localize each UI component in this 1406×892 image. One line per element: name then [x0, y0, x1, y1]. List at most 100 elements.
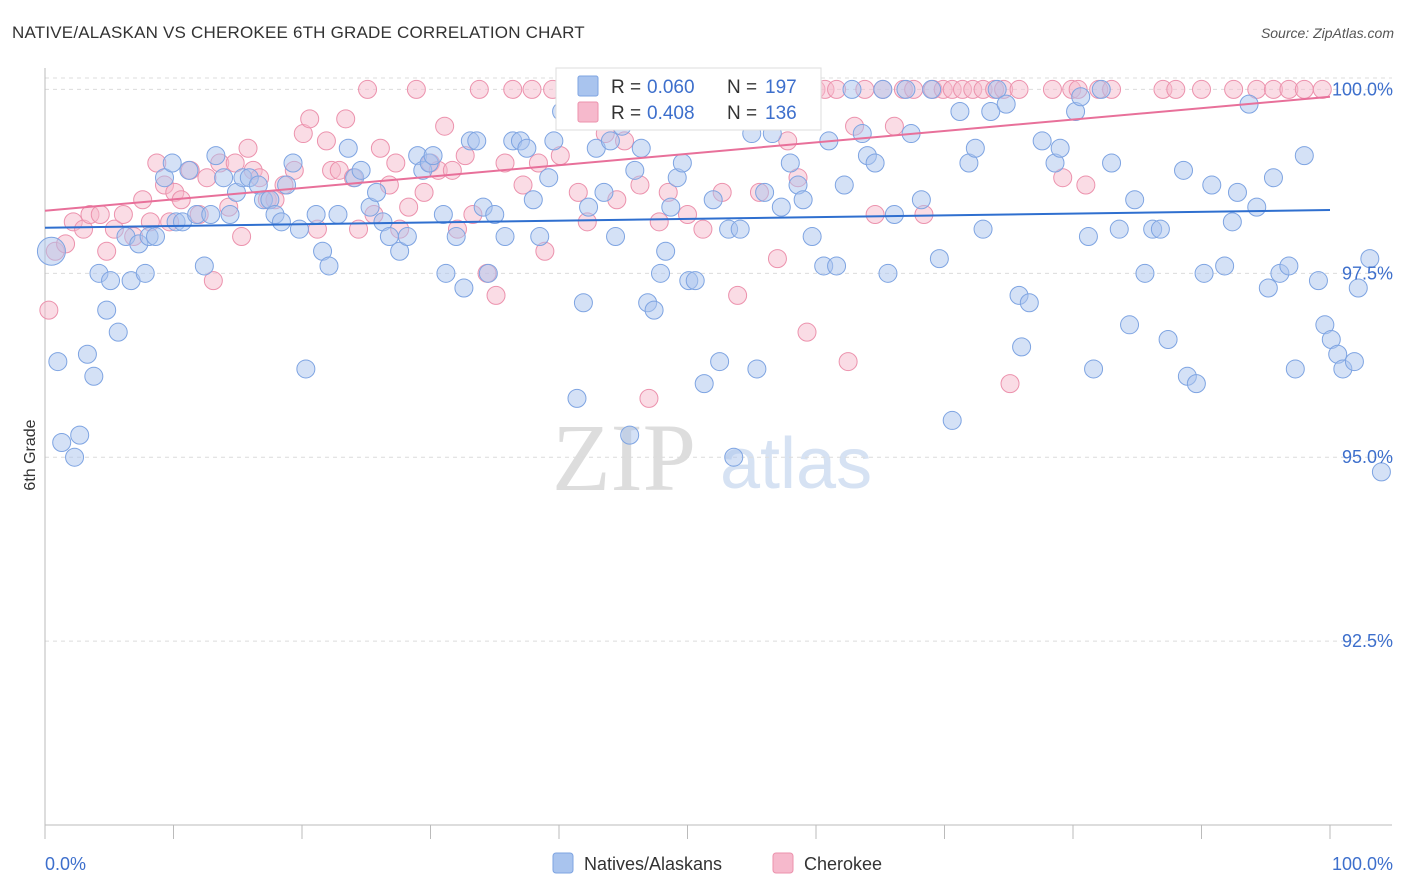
point-natives: [108, 322, 128, 342]
point-cherokee: [728, 285, 748, 305]
point-natives: [567, 388, 587, 408]
legend-swatch-cherokee: [772, 852, 794, 874]
point-cherokee: [469, 79, 489, 99]
point-natives: [517, 138, 537, 158]
point-natives: [1279, 256, 1299, 276]
stats-box-frame: [555, 67, 822, 131]
point-cherokee: [1312, 79, 1332, 99]
point-cherokee: [797, 322, 817, 342]
point-cherokee: [232, 227, 252, 247]
point-natives: [644, 300, 664, 320]
point-cherokee: [1166, 79, 1186, 99]
source-credit: Source: ZipAtlas.com: [1260, 25, 1394, 41]
point-natives: [965, 138, 985, 158]
point-natives: [179, 160, 199, 180]
point-cherokee: [1042, 79, 1062, 99]
point-natives: [338, 138, 358, 158]
point-natives: [84, 366, 104, 386]
point-natives: [1308, 271, 1328, 291]
point-natives: [220, 204, 240, 224]
stats-box: R = 0.060 N = 197 R = 0.408 N = 136: [555, 67, 822, 131]
point-natives: [1285, 359, 1305, 379]
point-natives: [319, 256, 339, 276]
point-natives: [672, 153, 692, 173]
point-natives: [283, 153, 303, 173]
stats-n-value: 197: [765, 77, 797, 98]
point-natives: [101, 271, 121, 291]
point-cherokee: [386, 153, 406, 173]
point-cherokee: [370, 138, 390, 158]
point-cherokee: [503, 79, 523, 99]
point-natives: [973, 219, 993, 239]
point-natives: [1158, 330, 1178, 350]
point-natives: [631, 138, 651, 158]
point-natives: [651, 263, 671, 283]
point-natives: [1174, 160, 1194, 180]
point-natives: [981, 101, 1001, 121]
point-natives: [296, 359, 316, 379]
point-cherokee: [349, 219, 369, 239]
point-cherokee: [39, 300, 59, 320]
point-cherokee: [300, 109, 320, 129]
point-natives: [97, 300, 117, 320]
data-points: [36, 79, 1391, 482]
point-natives: [146, 227, 166, 247]
point-cherokee: [399, 197, 419, 217]
point-natives: [135, 263, 155, 283]
point-natives: [1215, 256, 1235, 276]
point-natives: [911, 190, 931, 210]
point-natives: [1091, 79, 1111, 99]
stats-n-value: 136: [765, 103, 797, 124]
trend-line-natives: [44, 209, 1331, 229]
axes: [44, 68, 1392, 839]
point-natives: [710, 352, 730, 372]
point-natives: [52, 433, 72, 452]
point-natives: [1102, 153, 1122, 173]
point-cherokee: [568, 182, 588, 202]
point-natives: [802, 227, 822, 247]
point-natives: [1125, 190, 1145, 210]
point-natives: [36, 236, 66, 266]
point-natives: [77, 344, 97, 364]
point-cherokee: [90, 204, 110, 224]
point-natives: [289, 219, 309, 239]
chart-title: NATIVE/ALASKAN VS CHEROKEE 6TH GRADE COR…: [12, 23, 585, 42]
point-cherokee: [1009, 79, 1029, 99]
point-natives: [929, 249, 949, 269]
point-natives: [495, 227, 515, 247]
trend-line-cherokee: [44, 95, 1331, 212]
point-natives: [214, 168, 234, 188]
point-cherokee: [884, 116, 904, 136]
point-natives: [694, 374, 714, 394]
point-natives: [1012, 337, 1032, 357]
point-natives: [70, 425, 90, 445]
point-natives: [1263, 168, 1283, 188]
point-natives: [485, 204, 505, 224]
point-cherokee: [693, 219, 713, 239]
point-natives: [467, 131, 487, 151]
y-tick-label: 100.0%: [1332, 79, 1393, 99]
point-cherokee: [486, 285, 506, 305]
trend-lines: [44, 95, 1331, 229]
point-cherokee: [225, 153, 245, 173]
point-natives: [478, 263, 498, 283]
point-natives: [747, 359, 767, 379]
point-natives: [1294, 146, 1314, 166]
point-natives: [351, 160, 371, 180]
point-natives: [367, 182, 387, 202]
point-natives: [703, 190, 723, 210]
point-natives: [544, 131, 564, 151]
point-cherokee: [133, 190, 153, 210]
point-natives: [834, 175, 854, 195]
stats-swatch-natives: [577, 75, 599, 97]
x-tick-label: 0.0%: [45, 854, 86, 874]
point-natives: [1071, 87, 1091, 107]
point-natives: [620, 425, 640, 445]
point-natives: [771, 197, 791, 217]
point-natives: [155, 168, 175, 188]
point-natives: [436, 263, 456, 283]
point-cherokee: [203, 271, 223, 291]
point-natives: [606, 227, 626, 247]
watermark-atlas: atlas: [720, 424, 872, 504]
point-cherokee: [678, 204, 697, 224]
